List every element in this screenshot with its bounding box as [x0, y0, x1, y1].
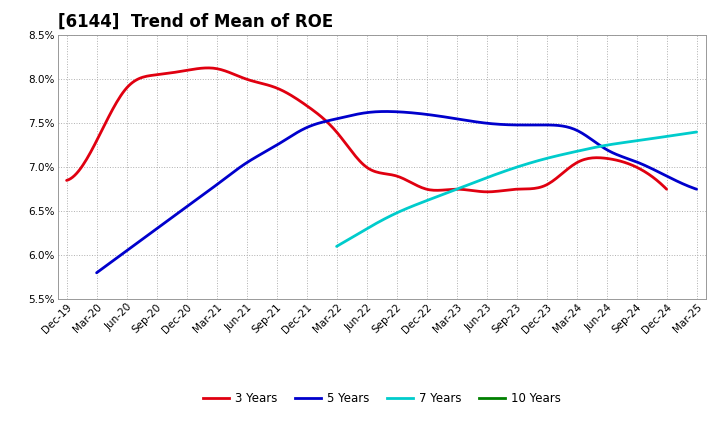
- Text: [6144]  Trend of Mean of ROE: [6144] Trend of Mean of ROE: [58, 13, 333, 31]
- Legend: 3 Years, 5 Years, 7 Years, 10 Years: 3 Years, 5 Years, 7 Years, 10 Years: [198, 387, 565, 410]
